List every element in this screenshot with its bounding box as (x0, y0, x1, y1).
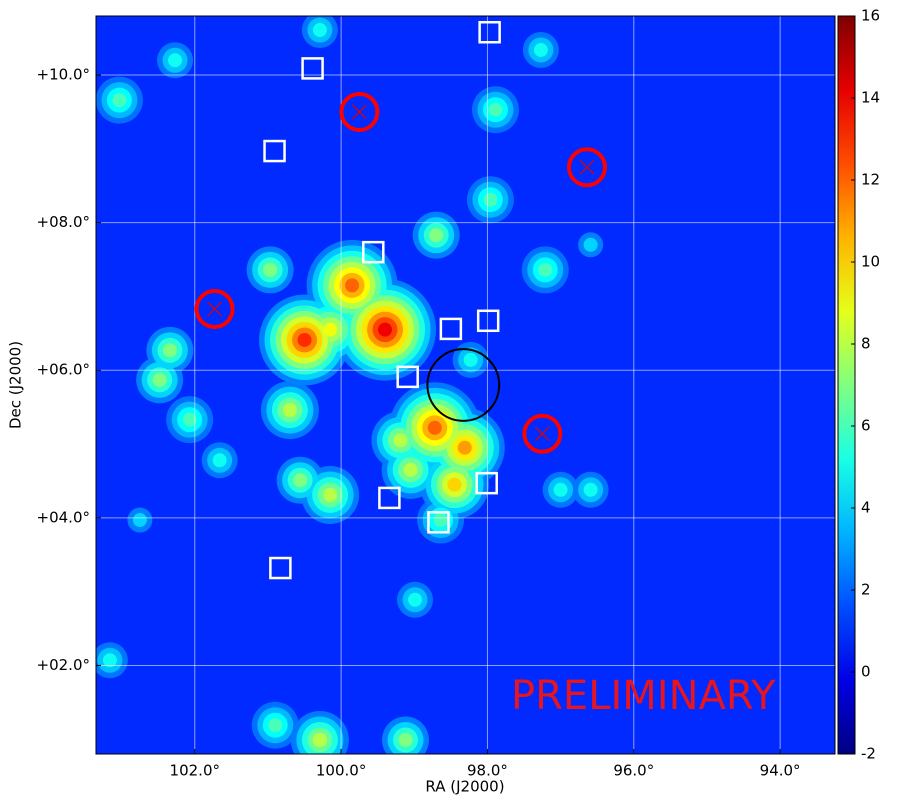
colorbar-tick-label: 16 (861, 7, 880, 25)
hotspot (168, 53, 183, 68)
overlay: 102.0° 100.0° 98.0° 96.0° 94.0° +02.0° +04.0° +… (37, 7, 881, 780)
y-tick-label: +08.0° (37, 213, 90, 231)
colorbar-tick-label: 0 (861, 663, 871, 681)
hotspot (378, 322, 393, 337)
source-cross (579, 159, 595, 175)
source-cross (534, 426, 550, 442)
hotspot (403, 462, 418, 477)
hotspot (323, 322, 338, 337)
sky-map (96, 16, 835, 754)
colorbar-tick-label: 4 (861, 499, 871, 517)
x-tick-label: 96.0° (613, 762, 654, 780)
source-square (427, 511, 450, 534)
colorbar-tick-label: 8 (861, 335, 871, 353)
y-tick-label: +06.0° (37, 361, 90, 379)
background (96, 16, 835, 754)
x-tick-label: 100.0° (316, 762, 366, 780)
source-square (396, 365, 419, 389)
hotspot (553, 482, 568, 497)
hotspot (408, 592, 423, 607)
source-square (269, 556, 292, 580)
colorbar (837, 15, 856, 755)
hotspot (488, 102, 503, 117)
hotspot (323, 487, 338, 502)
x-tick-label: 102.0° (170, 762, 220, 780)
source-circle (194, 288, 235, 329)
y-axis-label: Dec (J2000) (7, 341, 25, 429)
hotspot (162, 343, 177, 358)
source-square (301, 57, 324, 80)
source-square (263, 139, 286, 163)
hotspot (433, 513, 448, 528)
y-tick-label: +10.0° (37, 66, 90, 84)
source-square (476, 309, 500, 333)
region-circle (426, 348, 501, 422)
hotspot (483, 192, 498, 207)
colorbar-tick-label: 2 (861, 581, 871, 599)
source-square (475, 471, 498, 495)
x-tick-label: 98.0° (467, 762, 508, 780)
y-tick-label: +04.0° (37, 508, 90, 526)
source-circle (566, 147, 607, 188)
hotspot (132, 513, 147, 528)
source-cross (351, 104, 367, 120)
hotspot (345, 278, 360, 293)
hotspot (463, 352, 478, 367)
source-circle (522, 413, 563, 454)
colorbar-tick-label: 6 (861, 417, 871, 435)
hotspot (312, 732, 327, 747)
source-cross (207, 301, 222, 317)
hotspot (152, 372, 167, 387)
hotspot (583, 237, 598, 252)
hotspot (297, 332, 312, 347)
hotspot (427, 420, 442, 435)
hotspot (533, 42, 548, 57)
hotspot (282, 403, 297, 418)
annotation: PRELIMINARY (511, 673, 776, 719)
hotspot (263, 262, 278, 277)
colorbar-tick-label: 12 (861, 171, 880, 189)
hotspot (429, 228, 444, 243)
hotspot (102, 653, 117, 668)
hotspot (447, 477, 462, 492)
plot-frame (95, 15, 836, 755)
hotspot (583, 482, 598, 497)
source-square (478, 20, 501, 44)
source-square (362, 240, 385, 264)
x-axis-label: RA (J2000) (425, 778, 504, 796)
source-square (378, 486, 401, 510)
x-tick-label: 94.0° (760, 762, 801, 780)
hotspot (268, 718, 283, 733)
source-square (439, 317, 463, 341)
hotspot (293, 473, 308, 488)
y-tick-label: +02.0° (37, 656, 90, 674)
hotspot (182, 412, 197, 427)
hotspot (212, 453, 227, 468)
hotspot (393, 433, 408, 448)
colorbar-tick-label: -2 (861, 745, 876, 763)
hotspot (457, 440, 472, 455)
hotspot (398, 732, 413, 747)
hotspot (538, 262, 553, 277)
hotspot (112, 93, 127, 108)
colorbar-tick-label: 14 (861, 89, 880, 107)
colorbar-tick-label: 10 (861, 253, 880, 271)
source-circle (339, 91, 380, 132)
hotspot (312, 23, 327, 38)
